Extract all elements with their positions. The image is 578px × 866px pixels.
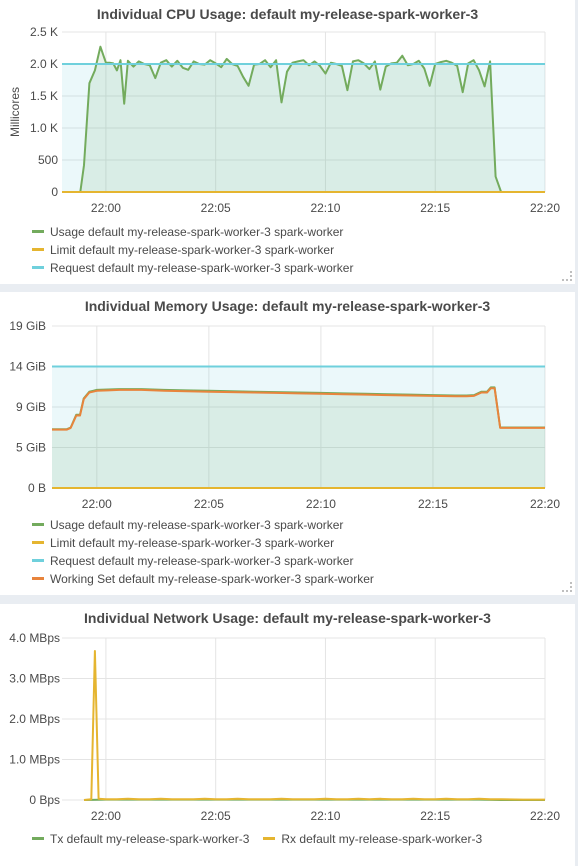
x-tick-label: 22:15	[420, 809, 450, 823]
legend-item[interactable]: Request default my-release-spark-worker-…	[32, 259, 353, 277]
resize-handle[interactable]	[562, 271, 572, 281]
x-tick-label: 22:10	[310, 809, 340, 823]
x-tick-label: 22:15	[420, 201, 450, 215]
legend-label: Usage default my-release-spark-worker-3 …	[50, 225, 344, 239]
legend-label: Working Set default my-release-spark-wor…	[50, 572, 374, 586]
memory-usage-panel: Individual Memory Usage: default my-rele…	[0, 292, 575, 595]
legend-item[interactable]: Tx default my-release-spark-worker-3	[32, 830, 249, 848]
panel-title[interactable]: Individual Network Usage: default my-rel…	[84, 610, 491, 626]
y-tick-label: 2.5 K	[30, 25, 58, 39]
network-usage-panel: Individual Network Usage: default my-rel…	[0, 604, 575, 866]
legend-item[interactable]: Limit default my-release-spark-worker-3 …	[32, 241, 353, 259]
legend-swatch	[263, 837, 276, 841]
legend-swatch	[32, 577, 44, 581]
y-tick-label: 500	[38, 153, 58, 167]
y-tick-label: 9 GiB	[16, 400, 46, 414]
x-tick-label: 22:05	[201, 809, 231, 823]
resize-handle[interactable]	[562, 582, 572, 592]
series-area-2	[52, 366, 545, 488]
series-line-1[interactable]	[83, 650, 545, 801]
legend-item[interactable]: Request default my-release-spark-worker-…	[32, 552, 374, 570]
y-axis-label: Millicores	[8, 87, 22, 137]
legend-label: Usage default my-release-spark-worker-3 …	[50, 518, 344, 532]
chart-legend: Usage default my-release-spark-worker-3 …	[32, 516, 374, 588]
legend-label: Rx default my-release-spark-worker-3	[281, 832, 483, 846]
legend-item[interactable]: Usage default my-release-spark-worker-3 …	[32, 516, 374, 534]
legend-label: Limit default my-release-spark-worker-3 …	[50, 536, 335, 550]
memory-usage-chart: 0 B 5 GiB 9 GiB 14 GiB 19 GiB 22:00 22:05 22:10…	[9, 319, 560, 511]
x-tick-label: 22:20	[530, 809, 560, 823]
panel-title[interactable]: Individual CPU Usage: default my-release…	[96, 6, 479, 22]
x-tick-label: 22:15	[418, 497, 448, 511]
y-tick-label: 1.0 MBps	[9, 753, 60, 767]
series-area-2	[62, 64, 545, 192]
x-tick-label: 22:05	[194, 497, 224, 511]
cpu-usage-panel: Individual CPU Usage: default my-release…	[0, 0, 575, 284]
chart-legend: Tx default my-release-spark-worker-3 Rx d…	[32, 830, 496, 848]
y-tick-label: 4.0 MBps	[9, 631, 60, 645]
legend-label: Tx default my-release-spark-worker-3	[50, 832, 250, 846]
y-tick-label: 2.0 MBps	[9, 712, 60, 726]
cpu-usage-chart: 0 500 1.0 K 1.5 K 2.0 K 2.5 K 22:00 22:05 22:10 2…	[8, 25, 560, 215]
series-line-0[interactable]	[79, 45, 503, 193]
series-area-0	[80, 46, 502, 192]
y-tick-label: 0	[51, 185, 58, 199]
legend-label: Request default my-release-spark-worker-…	[50, 554, 354, 568]
legend-swatch	[32, 230, 44, 234]
legend-item[interactable]: Rx default my-release-spark-worker-3	[263, 830, 482, 848]
legend-item[interactable]: Limit default my-release-spark-worker-3 …	[32, 534, 374, 552]
legend-item[interactable]: Usage default my-release-spark-worker-3 …	[32, 223, 353, 241]
panel-title[interactable]: Individual Memory Usage: default my-rele…	[84, 298, 491, 314]
x-tick-label: 22:20	[530, 201, 560, 215]
y-tick-label: 14 GiB	[9, 360, 46, 374]
legend-label: Request default my-release-spark-worker-…	[50, 261, 354, 275]
y-tick-label: 1.0 K	[30, 121, 58, 135]
legend-item[interactable]: Working Set default my-release-spark-wor…	[32, 570, 374, 588]
x-tick-label: 22:10	[306, 497, 336, 511]
legend-swatch	[32, 541, 44, 545]
x-tick-label: 22:00	[91, 809, 121, 823]
series-line-3[interactable]	[52, 387, 545, 431]
x-tick-label: 22:05	[201, 201, 231, 215]
chart-legend: Usage default my-release-spark-worker-3 …	[32, 223, 353, 277]
y-tick-label: 2.0 K	[30, 57, 58, 71]
y-tick-label: 0 B	[28, 481, 46, 495]
legend-swatch	[32, 559, 44, 563]
grid	[62, 637, 546, 801]
legend-label: Limit default my-release-spark-worker-3 …	[50, 243, 335, 257]
y-tick-label: 19 GiB	[9, 319, 46, 333]
legend-swatch	[32, 523, 44, 527]
y-tick-label: 5 GiB	[16, 441, 46, 455]
network-usage-chart: 0 Bps 1.0 MBps 2.0 MBps 3.0 MBps 4.0 MBps 22:…	[9, 631, 560, 823]
x-tick-label: 22:00	[82, 497, 112, 511]
series-area-0	[52, 387, 545, 488]
x-tick-label: 22:00	[91, 201, 121, 215]
x-tick-label: 22:20	[530, 497, 560, 511]
y-tick-label: 3.0 MBps	[9, 672, 60, 686]
x-tick-label: 22:10	[310, 201, 340, 215]
legend-swatch	[32, 266, 44, 270]
legend-swatch	[32, 837, 44, 841]
legend-swatch	[32, 248, 44, 252]
y-tick-label: 1.5 K	[30, 89, 58, 103]
y-tick-label: 0 Bps	[29, 793, 60, 807]
